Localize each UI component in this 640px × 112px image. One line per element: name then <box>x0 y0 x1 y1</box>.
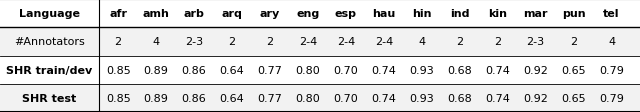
Bar <box>0 28 640 56</box>
Text: 0.93: 0.93 <box>410 93 434 103</box>
Text: Language: Language <box>19 9 80 19</box>
Text: 0.65: 0.65 <box>561 65 586 75</box>
Bar <box>0 56 640 84</box>
Text: 2-3: 2-3 <box>527 37 545 47</box>
Text: 0.68: 0.68 <box>447 93 472 103</box>
Text: 0.70: 0.70 <box>333 93 358 103</box>
Text: hin: hin <box>412 9 431 19</box>
Text: 0.86: 0.86 <box>182 65 207 75</box>
Text: afr: afr <box>109 9 127 19</box>
Text: 0.89: 0.89 <box>144 93 168 103</box>
Text: 4: 4 <box>152 37 160 47</box>
Text: mar: mar <box>524 9 548 19</box>
Text: kin: kin <box>488 9 507 19</box>
Text: 0.64: 0.64 <box>220 65 244 75</box>
Text: 0.74: 0.74 <box>485 93 510 103</box>
Text: SHR train/dev: SHR train/dev <box>6 65 93 75</box>
Text: 4: 4 <box>608 37 615 47</box>
Text: 0.74: 0.74 <box>371 65 396 75</box>
Text: 2: 2 <box>266 37 273 47</box>
Text: arq: arq <box>221 9 243 19</box>
Text: 0.74: 0.74 <box>485 65 510 75</box>
Text: 2: 2 <box>456 37 463 47</box>
Text: 0.68: 0.68 <box>447 65 472 75</box>
Text: 2-4: 2-4 <box>337 37 355 47</box>
Text: 0.65: 0.65 <box>561 93 586 103</box>
Text: 0.77: 0.77 <box>257 93 282 103</box>
Text: 2: 2 <box>228 37 236 47</box>
Text: amh: amh <box>143 9 170 19</box>
Text: 0.70: 0.70 <box>333 65 358 75</box>
Text: ary: ary <box>260 9 280 19</box>
Text: 0.80: 0.80 <box>296 65 320 75</box>
Text: tel: tel <box>604 9 620 19</box>
Text: eng: eng <box>296 9 319 19</box>
Text: #Annotators: #Annotators <box>14 37 85 47</box>
Text: hau: hau <box>372 9 396 19</box>
Text: 0.85: 0.85 <box>106 93 131 103</box>
Text: 0.85: 0.85 <box>106 65 131 75</box>
Text: 0.93: 0.93 <box>410 65 434 75</box>
Text: 0.80: 0.80 <box>296 93 320 103</box>
Text: 4: 4 <box>418 37 426 47</box>
Text: 0.79: 0.79 <box>599 93 624 103</box>
Text: 2: 2 <box>494 37 501 47</box>
Text: 0.92: 0.92 <box>524 65 548 75</box>
Text: 2-3: 2-3 <box>185 37 203 47</box>
Text: SHR test: SHR test <box>22 93 77 103</box>
Text: arb: arb <box>184 9 205 19</box>
Text: 0.89: 0.89 <box>144 65 168 75</box>
Text: ind: ind <box>450 9 470 19</box>
Text: 0.86: 0.86 <box>182 93 207 103</box>
Text: 2: 2 <box>570 37 577 47</box>
Text: 2-4: 2-4 <box>374 37 393 47</box>
Bar <box>0 84 640 112</box>
Text: 0.79: 0.79 <box>599 65 624 75</box>
Text: 0.77: 0.77 <box>257 65 282 75</box>
Text: 2-4: 2-4 <box>299 37 317 47</box>
Text: pun: pun <box>562 9 586 19</box>
Text: esp: esp <box>335 9 357 19</box>
Text: 0.92: 0.92 <box>524 93 548 103</box>
Text: 2: 2 <box>115 37 122 47</box>
Text: 0.64: 0.64 <box>220 93 244 103</box>
Text: 0.74: 0.74 <box>371 93 396 103</box>
